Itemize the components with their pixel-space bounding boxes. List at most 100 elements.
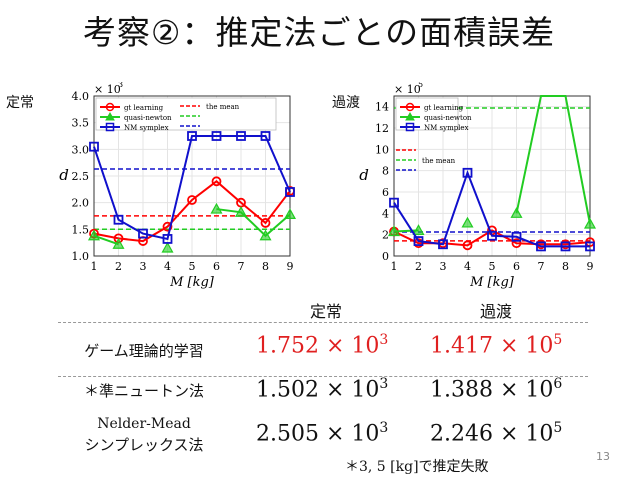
data-point-square xyxy=(138,228,148,239)
data-point-square xyxy=(487,230,497,241)
data-point-triangle xyxy=(510,207,523,218)
x-tick-label: 1 xyxy=(391,260,398,273)
data-point-square xyxy=(162,234,173,244)
legend-marker xyxy=(405,122,415,132)
col-header-steady: 定常 xyxy=(310,302,343,321)
series-line xyxy=(93,180,291,243)
series-line xyxy=(93,135,291,241)
x-tick-label: 1 xyxy=(91,260,98,273)
data-point-square xyxy=(236,131,246,141)
cell-nm-transient: 2.246 × 105 xyxy=(430,420,563,447)
steady-chart: 1.0 1.5 2.0 2.5 3.0 3.5 4.0 1 2 3 4 5 6 7 8 9 M [kg] d × 1… xyxy=(59,82,297,290)
legend-mean-label: the mean xyxy=(422,157,456,165)
y-tick-label: 3.5 xyxy=(72,117,90,130)
y-tick-label: 2 xyxy=(382,229,389,242)
data-point-square xyxy=(511,231,522,242)
x-axis-label: M [kg] xyxy=(169,275,215,290)
y-tick-label: 4.0 xyxy=(72,90,90,103)
data-point-square xyxy=(438,239,448,250)
series-line xyxy=(393,229,591,247)
y-tick-label: 12 xyxy=(375,122,389,135)
data-point-circle xyxy=(211,176,222,187)
x-tick-label: 6 xyxy=(513,260,520,273)
x-tick-label: 4 xyxy=(164,260,171,273)
y-axis-label: d xyxy=(59,166,69,184)
data-point-triangle xyxy=(259,229,272,241)
data-point-triangle xyxy=(161,241,174,253)
data-point-triangle xyxy=(210,202,223,214)
x-tick-label: 8 xyxy=(262,260,269,273)
series-line xyxy=(216,208,291,238)
y-tick-label: 2.0 xyxy=(72,197,90,210)
series-line xyxy=(393,229,419,233)
cell-gt-steady: 1.752 × 103 xyxy=(256,332,389,359)
plot-frame xyxy=(93,95,291,257)
legend-label: NM symplex xyxy=(424,124,469,132)
legend-label: NM symplex xyxy=(124,124,169,132)
data-point-square xyxy=(560,241,571,252)
failure-note: ＊3, 5 [kg]で推定失敗 xyxy=(345,459,489,475)
table-divider xyxy=(58,322,588,323)
transient-chart-label: 過渡 xyxy=(332,95,360,111)
data-point-triangle xyxy=(87,229,101,241)
row-label-qn: ＊準ニュートン法 xyxy=(83,382,204,400)
y-tick-label: 4 xyxy=(382,207,389,220)
legend-marker xyxy=(405,102,415,112)
legend-marker xyxy=(105,102,115,112)
data-point-triangle xyxy=(234,206,248,217)
legend-label: gt learning xyxy=(124,104,164,112)
y-tick-label: 1.5 xyxy=(72,223,90,236)
data-point-square xyxy=(211,131,222,141)
data-point-triangle xyxy=(112,238,125,249)
data-point-square xyxy=(462,167,473,178)
x-tick-label: 5 xyxy=(489,260,496,273)
data-point-triangle xyxy=(283,208,297,219)
x-tick-label: 7 xyxy=(538,260,545,273)
x-tick-label: 7 xyxy=(238,260,245,273)
slide-title: 考察②：推定法ごとの面積誤差 xyxy=(82,13,556,52)
x-tick-label: 3 xyxy=(440,260,447,273)
steady-chart-label: 定常 xyxy=(6,95,34,111)
data-point-square xyxy=(536,241,546,252)
data-point-circle xyxy=(162,221,173,232)
col-header-transient: 過渡 xyxy=(480,302,513,321)
x-tick-label: 9 xyxy=(587,260,594,273)
cell-nm-steady: 2.505 × 103 xyxy=(256,420,389,447)
data-point-circle xyxy=(462,240,473,251)
data-point-circle xyxy=(511,238,522,249)
series-line xyxy=(393,169,590,248)
y-tick-label: 2.5 xyxy=(72,170,90,183)
data-point-triangle xyxy=(412,224,425,235)
x-axis-label: M [kg] xyxy=(469,275,515,290)
plot-frame xyxy=(393,95,591,257)
legend-mean-label: the mean xyxy=(206,103,240,111)
x-tick-label: 2 xyxy=(415,260,422,273)
data-point-square xyxy=(260,131,271,141)
cell-gt-transient: 1.417 × 105 xyxy=(430,332,563,359)
x-tick-label: 3 xyxy=(140,260,147,273)
data-point-triangle xyxy=(461,216,474,228)
cell-qn-transient: 1.388 × 106 xyxy=(430,376,563,403)
x-tick-label: 4 xyxy=(464,260,471,273)
table-divider xyxy=(58,376,588,377)
legend-label: gt learning xyxy=(424,104,464,112)
legend-box xyxy=(95,97,277,131)
y-tick-label: 10 xyxy=(375,143,389,156)
scale-label: × 10 xyxy=(94,83,121,96)
scale-exponent: 3 xyxy=(118,82,123,89)
data-point-square xyxy=(585,241,595,252)
y-tick-label: 1.0 xyxy=(72,250,90,263)
y-tick-label: 14 xyxy=(375,101,389,114)
series-line xyxy=(515,95,591,225)
cell-qn-steady: 1.502 × 103 xyxy=(256,376,389,403)
row-label-nm-line2: シンプレックス法 xyxy=(84,436,204,454)
x-tick-label: 8 xyxy=(562,260,569,273)
legend-marker xyxy=(105,111,115,121)
page-number: 13 xyxy=(596,450,610,463)
data-point-triangle xyxy=(583,217,597,229)
legend-label: quasi-newton xyxy=(424,114,472,122)
legend-marker xyxy=(405,111,415,121)
data-point-square xyxy=(187,131,197,141)
data-point-square xyxy=(113,214,124,225)
